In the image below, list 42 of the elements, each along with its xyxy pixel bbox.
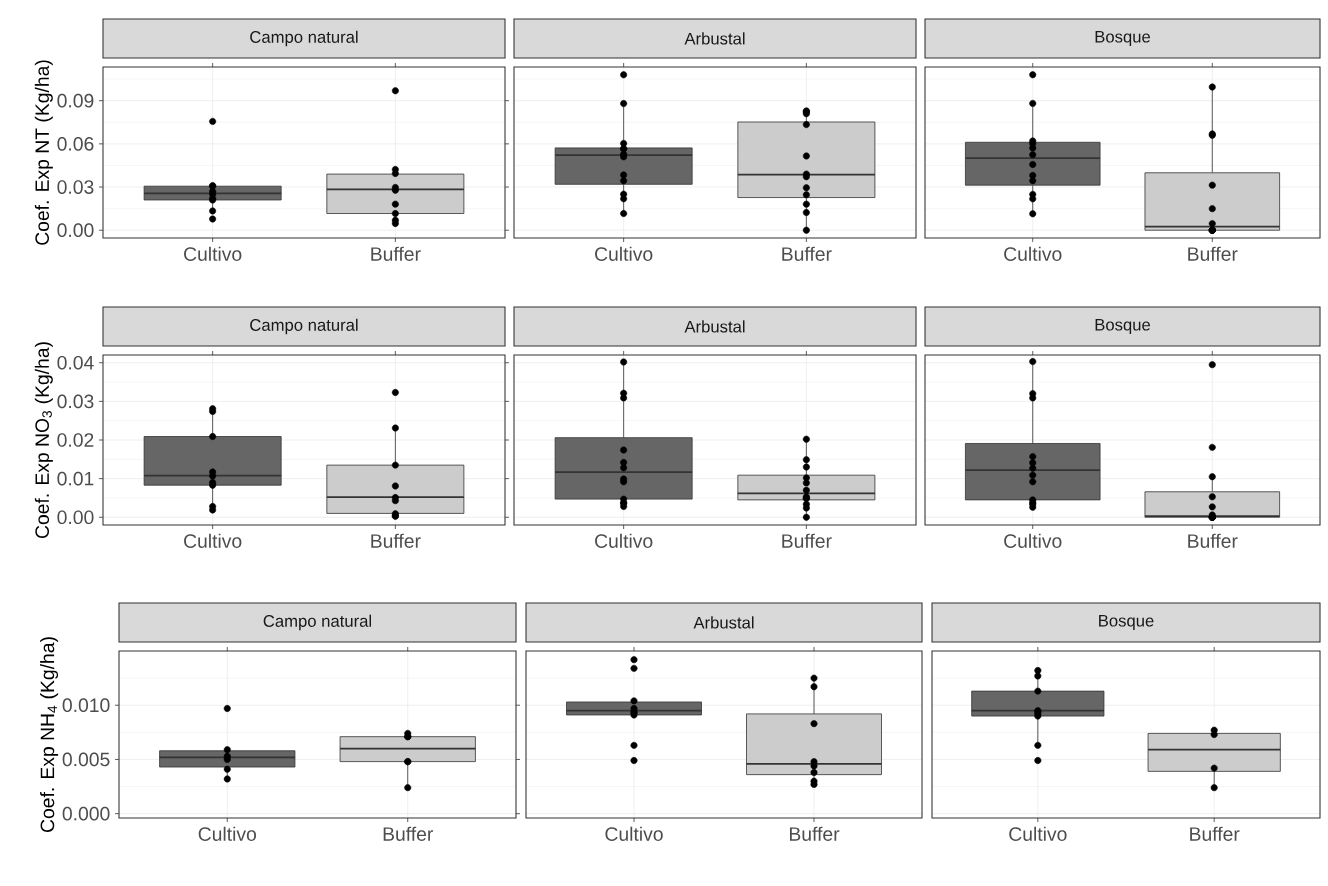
y-tick-label: 0.010 bbox=[62, 698, 110, 713]
y-tick-label: 0.03 bbox=[57, 180, 94, 194]
y-tick-label: 0.09 bbox=[57, 93, 94, 108]
x-tick-label: Buffer bbox=[371, 246, 421, 261]
x-tick-label: Cultivo bbox=[184, 246, 242, 261]
x-tick-label: Buffer bbox=[782, 246, 832, 261]
x-tick-label: Cultivo bbox=[198, 826, 257, 841]
x-tick-label: Buffer bbox=[1188, 533, 1238, 548]
x-tick-label: Cultivo bbox=[1004, 533, 1062, 548]
y-tick-label: 0.03 bbox=[57, 394, 94, 409]
y-tick-label: 0.02 bbox=[57, 433, 94, 447]
chart-title: Arbustal bbox=[693, 616, 754, 629]
x-tick-label: Buffer bbox=[789, 826, 840, 841]
y-axis-title: Coef. Exp NH$_{4}$ (Kg/ha) bbox=[40, 637, 59, 832]
chart-title: Campo natural bbox=[263, 614, 372, 631]
chart-title: Bosque bbox=[1095, 318, 1151, 334]
x-tick-label: Cultivo bbox=[1004, 246, 1062, 261]
x-tick-label: Buffer bbox=[1190, 826, 1240, 841]
x-tick-label: Buffer bbox=[1188, 246, 1238, 261]
x-tick-label: Buffer bbox=[371, 533, 421, 548]
y-axis-title: Coef. Exp NO$_{3}$ (Kg/ha) bbox=[34, 342, 53, 539]
y-axis-title: Coef. Exp NT (Kg/ha) bbox=[34, 60, 53, 245]
y-tick-label: 0.06 bbox=[57, 137, 94, 151]
chart-title: Arbustal bbox=[684, 32, 745, 45]
y-tick-label: 0.000 bbox=[62, 806, 110, 821]
y-tick-label: 0.00 bbox=[57, 510, 94, 525]
x-tick-label: Cultivo bbox=[1009, 826, 1067, 841]
chart-title: Arbustal bbox=[684, 320, 745, 333]
chart-title: Bosque bbox=[1099, 614, 1154, 630]
chart-title: Bosque bbox=[1095, 30, 1151, 46]
y-tick-label: 0.00 bbox=[57, 223, 94, 238]
y-tick-label: 0.005 bbox=[62, 752, 110, 767]
x-tick-label: Cultivo bbox=[184, 533, 242, 548]
y-tick-label: 0.04 bbox=[57, 355, 94, 370]
x-tick-label: Buffer bbox=[383, 826, 434, 841]
x-tick-label: Cultivo bbox=[595, 533, 653, 548]
x-tick-label: Cultivo bbox=[595, 246, 653, 261]
chart-title: Campo natural bbox=[250, 30, 358, 47]
chart-title: Campo natural bbox=[250, 318, 358, 335]
y-tick-label: 0.01 bbox=[57, 471, 94, 486]
x-tick-label: Cultivo bbox=[605, 826, 663, 841]
x-tick-label: Buffer bbox=[782, 533, 832, 548]
